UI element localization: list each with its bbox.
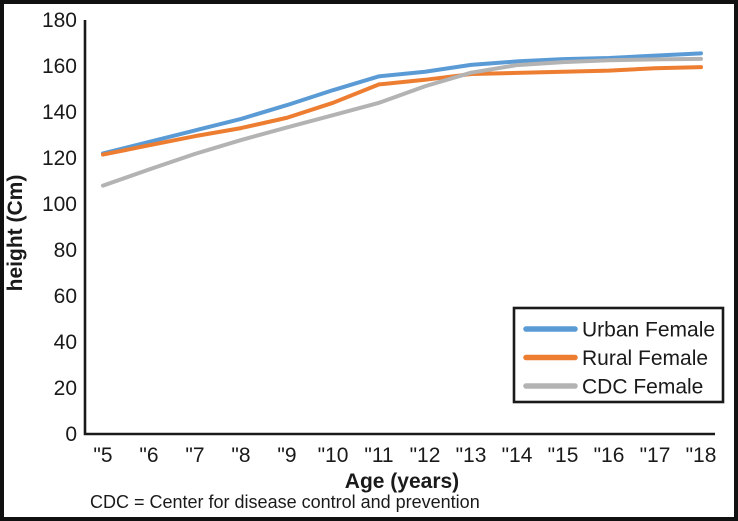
y-tick-label: 100 (42, 193, 77, 216)
plot-series (101, 51, 703, 188)
series-line-rural-female (101, 65, 703, 157)
x-tick-label: "9 (277, 444, 296, 467)
x-tick-label: "7 (185, 444, 204, 467)
y-tick-label: 0 (65, 423, 77, 446)
y-tick-label: 40 (54, 331, 77, 354)
x-tick-label: "10 (318, 444, 349, 467)
y-tick-label: 180 (42, 9, 77, 32)
series-line-urban-female (101, 51, 703, 156)
y-tick-label: 80 (54, 239, 77, 262)
legend: Urban Female Rural Female CDC Female (512, 306, 725, 404)
x-tick-label: "8 (231, 444, 250, 467)
footnote: CDC = Center for disease control and pre… (90, 492, 480, 512)
y-axis-title: height (Cm) (4, 175, 27, 292)
x-tick-label: "12 (410, 444, 441, 467)
line-chart: 0 20 40 60 80 100 120 140 160 180 "5 "6 "7 "8 "9 "10 "1… (4, 9, 725, 512)
x-axis-tick-labels: "5 "6 "7 "8 "9 "10 "11 "12 "13 "14 "15 "16 "17 "18 (93, 444, 716, 467)
y-tick-label: 120 (42, 147, 77, 170)
legend-label-cdc-female: CDC Female (582, 376, 703, 399)
y-tick-label: 60 (54, 285, 77, 308)
x-tick-label: "18 (686, 444, 717, 467)
x-tick-label: "6 (139, 444, 158, 467)
x-tick-label: "11 (364, 444, 393, 467)
legend-entries: Urban Female Rural Female CDC Female (523, 319, 715, 399)
x-tick-label: "5 (93, 444, 112, 467)
legend-label-urban-female: Urban Female (582, 319, 715, 342)
x-tick-label: "17 (640, 444, 671, 467)
x-axis-title: Age (years) (345, 470, 459, 493)
x-tick-label: "15 (548, 444, 579, 467)
y-tick-label: 140 (42, 101, 77, 124)
legend-label-rural-female: Rural Female (582, 347, 708, 370)
x-tick-label: "14 (502, 444, 533, 467)
axis-lines (83, 20, 715, 436)
y-tick-label: 160 (42, 55, 77, 78)
x-tick-label: "13 (456, 444, 487, 467)
y-tick-label: 20 (54, 377, 77, 400)
series-line-cdc-female (101, 56, 703, 188)
x-tick-label: "16 (594, 444, 625, 467)
y-axis-tick-labels: 0 20 40 60 80 100 120 140 160 180 (42, 9, 77, 446)
